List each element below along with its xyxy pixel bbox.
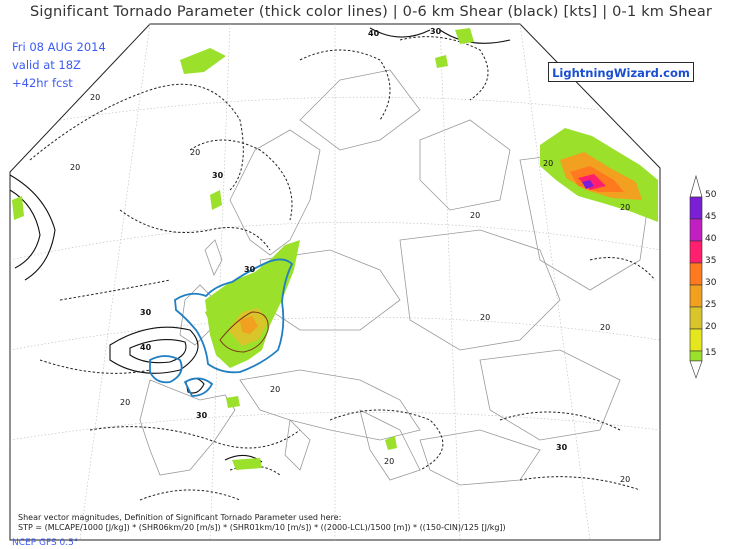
- contour-label: 30: [244, 265, 256, 274]
- contour-label: 30: [212, 171, 224, 180]
- contour-label: 20: [270, 385, 280, 394]
- contour-label: 20: [600, 323, 610, 332]
- colorbar-label: 20: [705, 322, 717, 332]
- stp-patch-norway: [180, 48, 226, 74]
- blue-shear-contours: [149, 258, 294, 397]
- colorbar-label: 30: [705, 278, 717, 288]
- contour-label: 20: [384, 457, 394, 466]
- colorbar-label: 45: [705, 212, 717, 222]
- contour-label: 20: [620, 203, 630, 212]
- stp-core4-russia: [582, 180, 594, 189]
- contour-label: 20: [543, 159, 553, 168]
- contour-labels: 40 30 20 20 20 30 30 30 40 20 30 20 20 2…: [70, 27, 630, 484]
- contour-label: 20: [90, 93, 100, 102]
- colorbar-step: [689, 306, 703, 330]
- stp-core3-russia: [578, 174, 606, 190]
- colorbar-label: 15: [705, 348, 717, 358]
- contour-label: 30: [140, 308, 152, 317]
- stp-core2-central-europe: [240, 316, 258, 334]
- stp-patch-med: [232, 458, 262, 470]
- stp-patch-arctic: [435, 55, 448, 68]
- stp-patch-uk: [210, 190, 222, 210]
- colorbar-step: [689, 284, 703, 308]
- contour-label: 20: [70, 163, 80, 172]
- forecast-date: Fri 08 AUG 2014: [12, 40, 106, 54]
- brand-logo: LightningWizard.com: [548, 62, 694, 82]
- colorbar-label: 50: [705, 190, 717, 200]
- stp-patch-balkan: [385, 436, 397, 450]
- forecast-hour: +42hr fcst: [12, 76, 73, 90]
- stp-shading: [12, 28, 658, 470]
- colorbar-label: 25: [705, 300, 717, 310]
- colorbar-step: [689, 350, 703, 362]
- map-title: Significant Tornado Parameter (thick col…: [30, 4, 713, 20]
- colorbar-step: [689, 218, 703, 242]
- colorbar-label: 40: [705, 234, 717, 244]
- contour-label: 20: [120, 398, 130, 407]
- colorbar: [689, 174, 703, 379]
- stp-patch-france: [205, 305, 226, 328]
- footer-formula: STP = (MLCAPE/1000 [J/kg]) * (SHR06km/20…: [18, 523, 506, 532]
- colorbar-step: [689, 262, 703, 286]
- colorbar-label: 35: [705, 256, 717, 266]
- valid-time: valid at 18Z: [12, 58, 81, 72]
- footer-definition: Shear vector magnitudes, Definition of S…: [18, 513, 342, 522]
- contour-label: 30: [196, 411, 208, 420]
- colorbar-step: [689, 328, 703, 352]
- stp-patch-atl: [12, 196, 24, 220]
- colorbar-bottom-arrow: [689, 360, 703, 379]
- contour-label: 20: [620, 475, 630, 484]
- colorbar-top-arrow: [689, 174, 703, 198]
- colorbar-step: [689, 196, 703, 220]
- stp-lines: [219, 311, 269, 353]
- contour-label: 40: [368, 29, 380, 38]
- stp-region-central-europe: [205, 240, 300, 368]
- contour-label: 20: [480, 313, 490, 322]
- contour-label: 20: [190, 148, 200, 157]
- contour-label: 30: [430, 27, 442, 36]
- stp-patch-bay: [226, 396, 240, 408]
- contour-label: 30: [556, 443, 568, 452]
- contour-label: 40: [140, 343, 152, 352]
- stp-patch-arctic2: [455, 28, 474, 44]
- graticule: [9, 23, 661, 541]
- colorbar-step: [689, 240, 703, 264]
- contour-label: 20: [470, 211, 480, 220]
- model-name: NCEP GFS 0.5°: [12, 538, 79, 548]
